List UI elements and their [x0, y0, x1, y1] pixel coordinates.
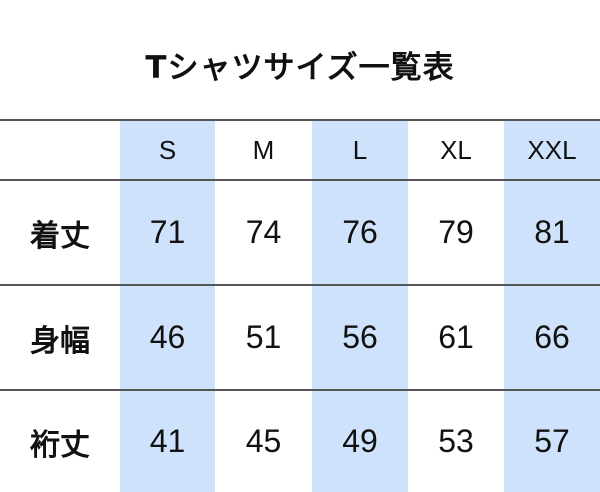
column-highlight-xxl — [504, 121, 600, 492]
page-title: Tシャツサイズ一覧表 — [145, 50, 455, 86]
table-cell: 51 — [245, 319, 282, 355]
table-cell: 79 — [438, 214, 474, 250]
table-cell: 61 — [438, 319, 474, 355]
divider — [0, 389, 600, 391]
table-cell: 66 — [534, 319, 570, 355]
table-cell: 45 — [245, 423, 282, 459]
table-cell: 49 — [342, 423, 378, 459]
table-cell: 41 — [149, 423, 186, 459]
table-cell: 81 — [534, 214, 570, 250]
column-header: L — [352, 135, 368, 165]
table-cell: 53 — [438, 423, 474, 459]
divider — [0, 179, 600, 181]
table-cell: 57 — [534, 423, 570, 459]
column-highlight-l — [312, 121, 408, 492]
table-cell: 74 — [245, 214, 282, 250]
row-label: 着丈 — [30, 218, 90, 254]
divider — [0, 119, 600, 121]
column-header: M — [252, 135, 275, 165]
column-header: XXL — [527, 135, 577, 165]
table-cell: 46 — [149, 319, 186, 355]
table-cell: 71 — [149, 214, 186, 250]
row-label: 身幅 — [30, 323, 90, 359]
column-header: XL — [440, 135, 472, 165]
column-highlight-s — [120, 121, 215, 492]
table-cell: 56 — [342, 319, 378, 355]
table-cell: 76 — [342, 214, 378, 250]
row-label: 裄丈 — [30, 427, 90, 463]
column-header: S — [158, 135, 177, 165]
divider — [0, 284, 600, 286]
